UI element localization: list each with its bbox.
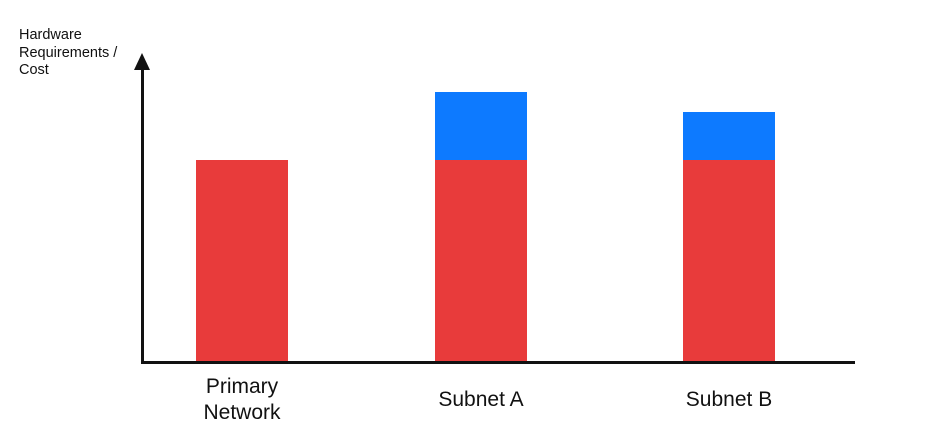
bar-segment-red-base <box>196 160 288 361</box>
bar-segment-blue-top <box>683 112 775 160</box>
bar-segment-red-base <box>683 160 775 361</box>
x-axis-category-label: Subnet A <box>438 388 524 411</box>
bar-segment-red-base <box>435 160 527 361</box>
bar-subnet-b <box>683 112 775 361</box>
y-axis-title: Hardware Requirements / Cost <box>19 27 118 78</box>
x-axis-line <box>141 361 855 364</box>
y-axis-line <box>141 60 144 364</box>
x-axis-category-label: Primary Network <box>203 375 281 424</box>
x-axis-category-label: Subnet B <box>685 388 773 411</box>
bar-segment-blue-top <box>435 92 527 160</box>
bar-primary-network <box>196 160 288 361</box>
bar-subnet-a <box>435 92 527 361</box>
